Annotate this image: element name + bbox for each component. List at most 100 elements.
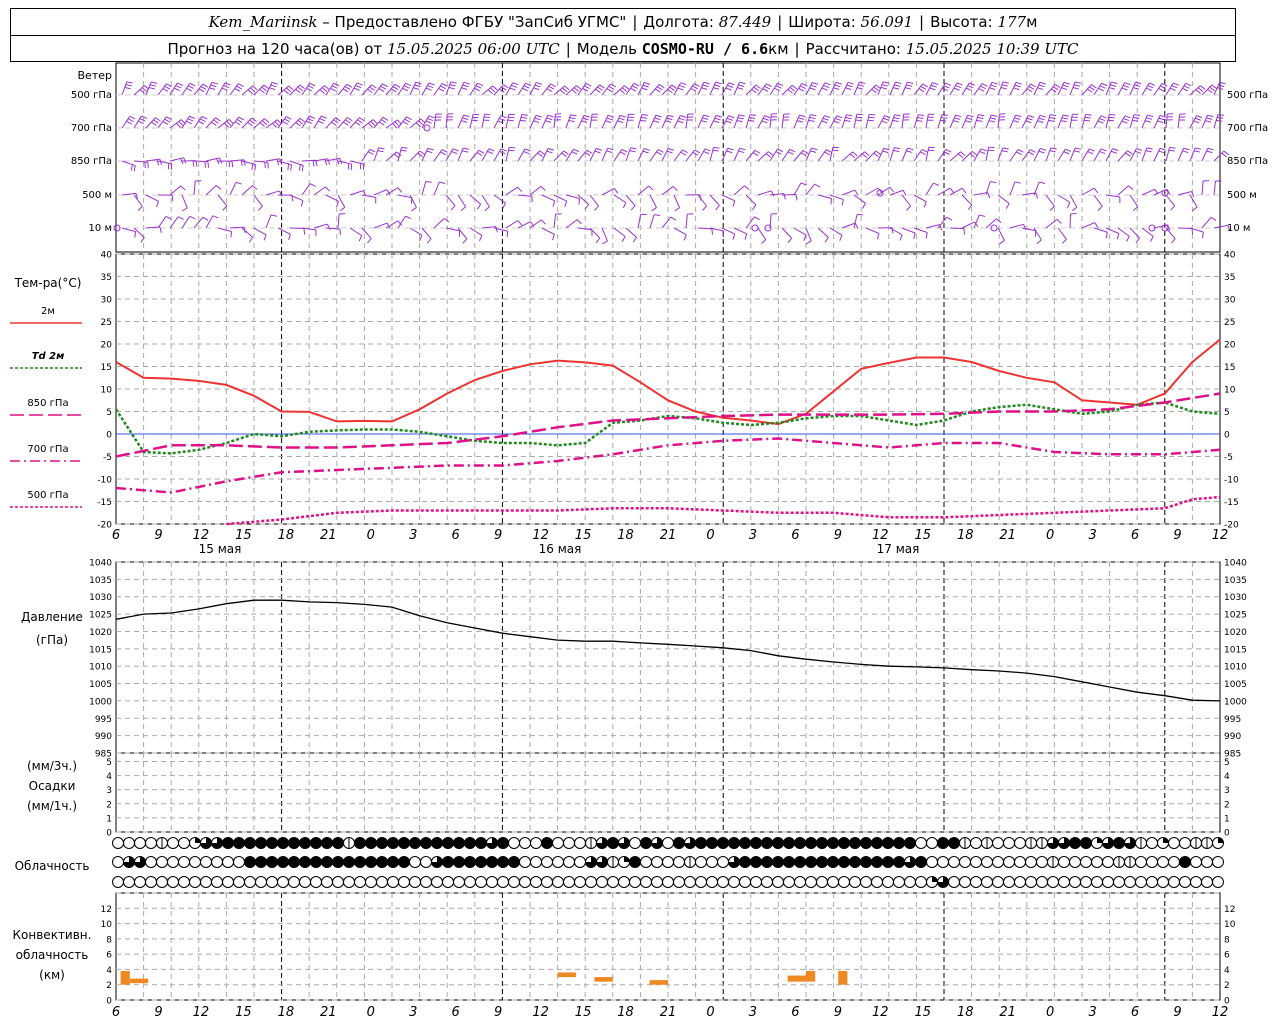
- model-unit: км: [768, 39, 789, 58]
- wind-barb-feather: [1217, 116, 1224, 119]
- cloud-fill: [750, 856, 762, 868]
- wind-barb: [733, 147, 741, 162]
- cloud-symbol: [816, 837, 828, 849]
- wind-barb: [769, 82, 778, 96]
- pressure-tick-right: 1035: [1224, 576, 1247, 586]
- cloud-outline: [200, 876, 212, 888]
- wind-barb-feather: [1014, 181, 1021, 184]
- wind-barb-feather: [402, 87, 408, 92]
- wind-barb-feather: [162, 88, 169, 92]
- wind-barb-feather: [679, 84, 686, 88]
- temp-tick-right: 30: [1224, 296, 1236, 306]
- wind-barb: [373, 222, 388, 229]
- wind-barb-feather: [941, 87, 948, 92]
- wind-barb-feather: [1073, 84, 1080, 87]
- wind-barb-feather: [1074, 81, 1082, 84]
- wind-barb: [1009, 181, 1016, 196]
- wind-barb-feather: [981, 83, 988, 87]
- wind-barb: [625, 147, 632, 162]
- wind-barb-feather: [195, 160, 198, 167]
- x-tick-label: 21: [320, 1005, 337, 1020]
- wind-barb: [781, 149, 791, 162]
- wind-barb: [709, 147, 714, 162]
- wind-barb: [1141, 82, 1150, 96]
- wind-barb-feather: [462, 84, 469, 88]
- pressure-tick-left: 1030: [89, 593, 112, 603]
- temp-tick-left: 20: [101, 341, 113, 351]
- wind-barb: [1213, 150, 1225, 162]
- wind-barb-feather: [1121, 120, 1128, 124]
- wind-barb: [469, 149, 480, 162]
- wind-barb-feather: [651, 207, 657, 212]
- cloud-symbol: [288, 856, 300, 868]
- cloud-symbol: [860, 837, 872, 849]
- wind-barb-feather: [1218, 84, 1225, 88]
- wind-barb-feather: [584, 203, 589, 210]
- cloud-symbol: [332, 856, 344, 868]
- wind-barb-feather: [752, 152, 759, 157]
- cloud-fill: [266, 837, 278, 849]
- wind-barb: [1141, 147, 1148, 162]
- wind-barb: [229, 159, 244, 162]
- wind-barb: [469, 194, 481, 205]
- wind-barb-feather: [520, 119, 527, 122]
- wind-barb: [289, 84, 301, 96]
- wind-barb-feather: [1171, 85, 1178, 89]
- wind-barb-feather: [357, 119, 363, 124]
- wind-barb-feather: [738, 114, 745, 117]
- wind-barb-feather: [654, 214, 661, 217]
- cloud-symbol: [1157, 837, 1169, 849]
- wind-barb: [937, 216, 948, 229]
- cloud-symbol: [673, 856, 685, 868]
- wind-barb: [889, 189, 904, 196]
- wind-barb-feather: [1182, 150, 1189, 154]
- cloud-outline: [640, 876, 652, 888]
- wind-barb: [697, 114, 704, 129]
- wind-barb-feather: [425, 87, 432, 91]
- wind-barb: [937, 82, 946, 96]
- cloud-symbol: [805, 876, 817, 888]
- conv-title-1: Конвективн.: [13, 928, 92, 942]
- cloud-outline: [1179, 876, 1191, 888]
- wind-barb-feather: [1036, 239, 1042, 245]
- conv-tick-right: 8: [1224, 935, 1230, 945]
- wind-barb: [553, 194, 567, 202]
- cloud-outline: [794, 876, 806, 888]
- calm-wind-circle: [751, 224, 759, 232]
- wind-barb-feather: [667, 114, 674, 118]
- x-tick-label: 6: [1131, 528, 1139, 543]
- wind-barb: [865, 114, 870, 129]
- cloud-symbol: [662, 837, 674, 849]
- wind-barb-feather: [1089, 86, 1095, 91]
- wind-barb-feather: [800, 182, 807, 186]
- wind-barb-feather: [425, 120, 432, 124]
- wind-barb-feather: [162, 121, 169, 125]
- cloud-symbol: [1124, 837, 1136, 849]
- cloud-symbol: [882, 856, 894, 868]
- longitude-value: 87.449: [718, 13, 772, 31]
- wind-barb-feather: [1014, 84, 1021, 88]
- date-label: 16 мая: [539, 542, 582, 556]
- wind-barb-feather: [327, 223, 331, 230]
- wind-barb: [481, 194, 490, 208]
- cloud-outline: [134, 837, 146, 849]
- wind-barb: [1021, 192, 1036, 196]
- wind-barb-feather: [238, 116, 245, 121]
- x-tick-label: 6: [452, 1005, 460, 1020]
- cloud-symbol: [1102, 837, 1114, 849]
- wind-barb-feather: [777, 82, 784, 87]
- wind-barb-feather: [581, 120, 588, 124]
- wind-barb: [469, 227, 483, 236]
- wind-barb: [361, 84, 372, 96]
- cloud-symbol: [1091, 856, 1103, 868]
- cloud-symbol: [112, 856, 124, 868]
- wind-barb: [661, 186, 674, 196]
- cloud-symbol: [915, 856, 927, 868]
- cloud-symbol: [200, 837, 212, 849]
- cloud-outline: [673, 856, 685, 868]
- wind-barb-feather: [571, 89, 577, 94]
- wind-barb-feather: [475, 85, 482, 89]
- wind-barb-feather: [583, 85, 590, 89]
- cloud-symbol: [717, 876, 729, 888]
- wind-barb: [241, 160, 256, 166]
